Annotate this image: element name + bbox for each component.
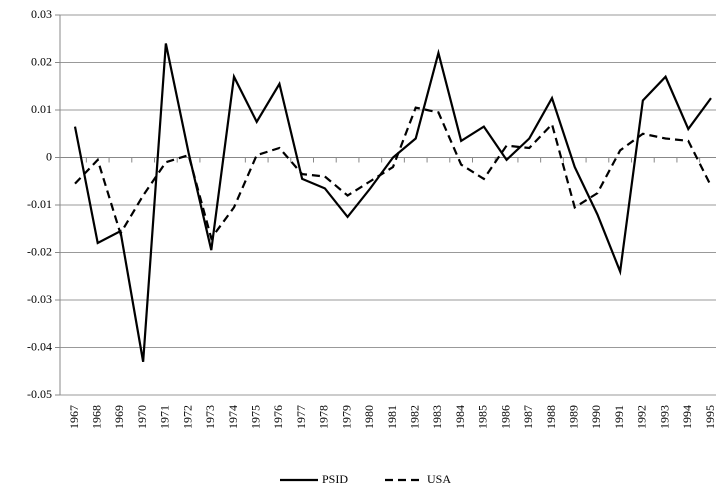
y-tick-label: 0.02 (31, 54, 52, 68)
y-tick-label: 0.01 (31, 102, 52, 116)
legend-label: PSID (322, 472, 348, 486)
x-tick-label: 1971 (158, 405, 172, 429)
x-tick-label: 1987 (521, 405, 535, 429)
y-tick-label: -0.01 (27, 197, 52, 211)
x-tick-label: 1983 (430, 405, 444, 429)
y-tick-label: 0 (46, 149, 52, 163)
x-tick-label: 1977 (294, 405, 308, 429)
x-tick-label: 1969 (112, 405, 126, 429)
x-tick-label: 1979 (339, 405, 353, 429)
data-line (74, 106, 712, 241)
x-tick-label: 1974 (226, 405, 240, 429)
x-tick-label: 1968 (89, 405, 103, 429)
x-tick-label: 1993 (657, 405, 671, 429)
x-tick-label: 1995 (703, 405, 716, 429)
y-tick-label: -0.05 (27, 387, 52, 401)
y-tick-label: -0.03 (27, 292, 52, 306)
y-tick-label: -0.04 (27, 339, 52, 353)
x-tick-label: 1970 (135, 405, 149, 429)
y-tick-label: -0.02 (27, 244, 52, 258)
x-tick-label: 1981 (385, 405, 399, 429)
x-tick-label: 1978 (317, 405, 331, 429)
x-tick-label: 1994 (680, 405, 694, 429)
x-tick-label: 1992 (635, 405, 649, 429)
x-tick-label: 1984 (453, 405, 467, 429)
y-tick-label: 0.03 (31, 7, 52, 21)
x-tick-label: 1991 (612, 405, 626, 429)
x-tick-label: 1986 (498, 405, 512, 429)
x-tick-label: 1980 (362, 405, 376, 429)
x-tick-label: 1967 (67, 405, 81, 429)
x-tick-label: 1985 (476, 405, 490, 429)
x-tick-label: 1973 (203, 405, 217, 429)
x-tick-label: 1975 (248, 405, 262, 429)
x-tick-label: 1989 (566, 405, 580, 429)
x-tick-label: 1988 (544, 405, 558, 429)
x-tick-label: 1976 (271, 405, 285, 429)
x-tick-label: 1990 (589, 405, 603, 429)
legend-label: USA (427, 472, 451, 486)
data-line (73, 43, 712, 362)
x-tick-label: 1982 (407, 405, 421, 429)
x-tick-label: 1972 (180, 405, 194, 429)
